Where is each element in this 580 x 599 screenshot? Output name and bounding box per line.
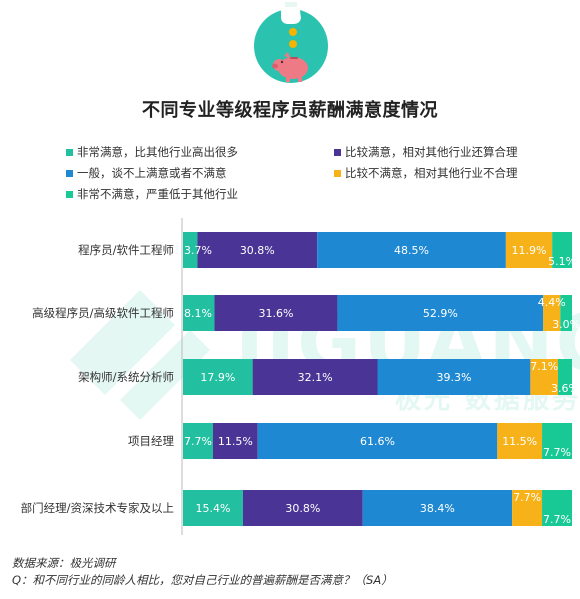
legend-swatch — [66, 190, 73, 198]
legend-label: 非常满意，比其他行业高出很多 — [77, 145, 238, 159]
chart-title: 不同专业等级程序员薪酬满意度情况 — [142, 100, 438, 121]
bar-value-label: 38.4% — [420, 502, 455, 515]
bar-value-label: 32.1% — [298, 371, 333, 384]
bar-value-label: 11.5% — [218, 435, 253, 448]
bar-value-label: 48.5% — [394, 244, 429, 257]
legend-item-very-dissatisfied: 非常不满意，严重低于其他行业 — [66, 186, 238, 202]
bar-value-label: 7.7% — [543, 446, 571, 459]
bar-value-label: 11.5% — [502, 435, 537, 448]
bar-segment — [377, 359, 531, 395]
legend-label: 非常不满意，严重低于其他行业 — [77, 187, 238, 201]
bar-value-label: 7.7% — [513, 491, 541, 504]
bar-segment — [337, 295, 544, 331]
bar-segment — [242, 490, 363, 526]
category-label: 部门经理/资深技术专家及以上 — [21, 501, 174, 515]
bar-value-label: 4.4% — [538, 296, 566, 309]
bar-value-label: 17.9% — [200, 371, 235, 384]
bar-segment — [252, 359, 378, 395]
bar-segment — [362, 490, 513, 526]
bar-segment — [183, 232, 198, 268]
legend-swatch — [66, 148, 73, 156]
bar-value-label: 15.4% — [195, 502, 230, 515]
bar-value-label: 7.7% — [543, 513, 571, 526]
bar-segment — [497, 423, 543, 459]
bar-value-label: 30.8% — [285, 502, 320, 515]
bar-segment — [317, 232, 506, 268]
bar-segment — [183, 295, 215, 331]
bar-value-label: 39.3% — [436, 371, 471, 384]
bar-value-label: 30.8% — [240, 244, 275, 257]
bar-segment — [257, 423, 498, 459]
bar-value-label: 3.0% — [552, 318, 580, 331]
survey-question: Q：和不同行业的同龄人相比，您对自己行业的普遍薪酬是否满意？（SA） — [12, 573, 393, 587]
category-labels: 程序员/软件工程师高级程序员/高级软件工程师架构师/系统分析师项目经理部门经理/… — [21, 243, 175, 515]
bar-value-label: 5.1% — [548, 255, 576, 268]
bar-value-label: 3.6% — [551, 382, 579, 395]
category-label: 高级程序员/高级软件工程师 — [32, 306, 174, 320]
bar-segment — [183, 490, 243, 526]
category-label: 程序员/软件工程师 — [78, 243, 174, 257]
legend-item-satisfied: 比较满意，相对其他行业还算合理 — [334, 144, 518, 160]
legend-swatch — [334, 169, 341, 177]
bar-segment — [552, 232, 572, 268]
legend-item-very-satisfied: 非常满意，比其他行业高出很多 — [66, 144, 238, 160]
legend-label: 一般，谈不上满意或者不满意 — [77, 166, 227, 180]
bar-value-label: 31.6% — [258, 307, 293, 320]
bar-value-label: 7.1% — [530, 360, 558, 373]
bar-segment — [183, 423, 213, 459]
legend-label: 比较满意，相对其他行业还算合理 — [345, 145, 518, 159]
bar-segment — [543, 295, 561, 331]
bar-segment — [542, 423, 572, 459]
bar-segment — [212, 423, 258, 459]
category-label: 架构师/系统分析师 — [78, 370, 174, 384]
bar-value-label: 52.9% — [423, 307, 458, 320]
legend-item-dissatisfied: 比较不满意，相对其他行业不合理 — [334, 165, 518, 181]
bar-segment — [505, 232, 553, 268]
piggy-bank-icon — [254, 2, 328, 83]
data-source: 数据来源：极光调研 — [12, 556, 116, 570]
category-label: 项目经理 — [128, 434, 174, 448]
bar-segment — [214, 295, 338, 331]
legend-label: 比较不满意，相对其他行业不合理 — [345, 166, 518, 180]
bar-segment — [557, 359, 572, 395]
bar-segment — [512, 490, 543, 526]
bar-value-label: 3.7% — [184, 244, 212, 257]
bar-value-label: 7.7% — [184, 435, 212, 448]
bar-segment — [530, 359, 558, 395]
legend-item-neutral: 一般，谈不上满意或者不满意 — [66, 165, 227, 181]
legend-swatch — [334, 148, 341, 156]
bar-value-label: 11.9% — [512, 244, 547, 257]
bar-value-labels: 3.7% 30.8% 48.5% 11.9%5.1% 8.1% 31.6% 52.9% 4.4… — [184, 244, 580, 526]
bar-value-label: 8.1% — [184, 307, 212, 320]
bar-value-label: 61.6% — [360, 435, 395, 448]
bar-segment — [183, 359, 253, 395]
bar-segment — [542, 490, 572, 526]
bar-segment — [197, 232, 318, 268]
legend-swatch — [66, 169, 73, 177]
bars — [183, 232, 572, 526]
bar-segment — [560, 295, 572, 331]
